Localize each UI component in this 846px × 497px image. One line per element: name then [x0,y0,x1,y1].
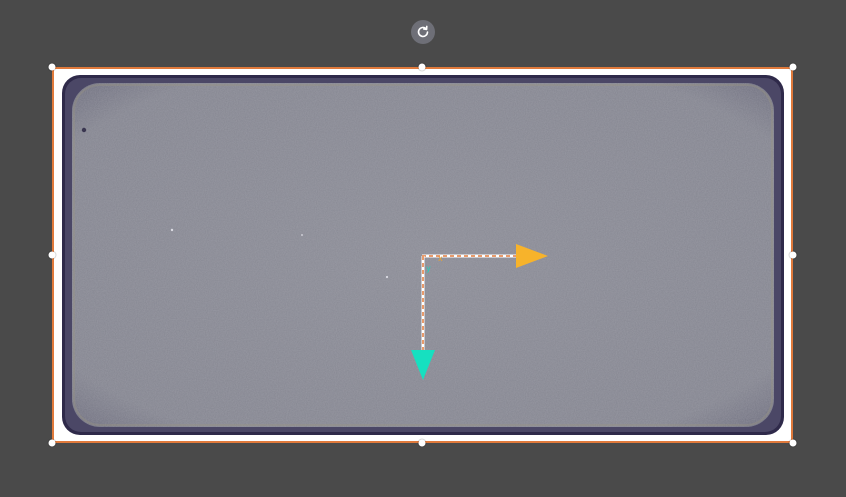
sample-image[interactable] [62,75,784,435]
resize-handle-left[interactable] [48,251,56,259]
resize-handle-bottom-left[interactable] [48,439,56,447]
resize-handle-bottom[interactable] [418,439,426,447]
resize-handle-bottom-right[interactable] [789,439,797,447]
resize-handle-top-left[interactable] [48,63,56,71]
resize-handle-right[interactable] [789,251,797,259]
x-axis-label: x [438,254,443,263]
rotate-button[interactable] [411,20,435,44]
y-axis-label: y [426,264,431,273]
rotate-clockwise-icon [416,25,430,39]
resize-handle-top-right[interactable] [789,63,797,71]
resize-handle-top[interactable] [418,63,426,71]
